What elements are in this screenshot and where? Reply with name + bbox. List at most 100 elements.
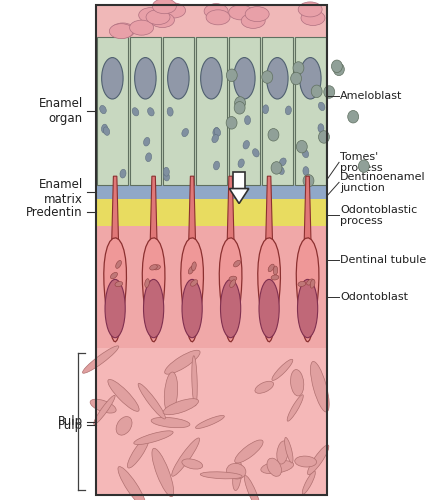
Text: Pulp: Pulp [58, 419, 83, 432]
Ellipse shape [151, 418, 190, 428]
Ellipse shape [267, 58, 288, 99]
Ellipse shape [108, 380, 139, 412]
Ellipse shape [267, 458, 281, 476]
Ellipse shape [252, 148, 259, 157]
Ellipse shape [101, 124, 107, 133]
Ellipse shape [144, 280, 164, 338]
Ellipse shape [310, 362, 329, 412]
Ellipse shape [285, 106, 291, 115]
Bar [295, 37, 326, 185]
Ellipse shape [241, 14, 265, 28]
Ellipse shape [331, 60, 343, 72]
Polygon shape [142, 238, 165, 342]
Ellipse shape [268, 264, 274, 272]
Ellipse shape [201, 58, 222, 99]
Text: Ameloblast: Ameloblast [340, 91, 402, 101]
Ellipse shape [318, 102, 325, 110]
Ellipse shape [115, 282, 123, 286]
Ellipse shape [105, 280, 125, 338]
Ellipse shape [163, 172, 169, 181]
Ellipse shape [298, 282, 306, 286]
Ellipse shape [300, 58, 321, 99]
Ellipse shape [324, 86, 334, 99]
Bar [262, 37, 293, 185]
Ellipse shape [182, 280, 202, 338]
Ellipse shape [290, 370, 304, 396]
Polygon shape [112, 176, 119, 244]
Bar [96, 5, 327, 495]
Ellipse shape [139, 8, 163, 22]
Ellipse shape [277, 166, 284, 174]
Ellipse shape [235, 440, 263, 463]
Ellipse shape [118, 466, 146, 500]
Ellipse shape [302, 471, 315, 494]
Ellipse shape [261, 460, 293, 473]
Ellipse shape [150, 264, 157, 270]
Bar [97, 37, 128, 185]
Ellipse shape [226, 69, 237, 82]
Ellipse shape [273, 266, 278, 275]
Bar [96, 5, 327, 37]
Ellipse shape [310, 280, 315, 288]
Ellipse shape [311, 85, 322, 98]
Ellipse shape [279, 158, 286, 166]
Ellipse shape [206, 10, 230, 25]
Ellipse shape [111, 23, 135, 38]
Bar [96, 37, 327, 185]
Ellipse shape [190, 280, 198, 286]
Ellipse shape [285, 438, 293, 463]
Ellipse shape [262, 71, 273, 84]
Bar [229, 37, 260, 185]
Ellipse shape [120, 170, 126, 178]
Text: Pulp: Pulp [58, 415, 83, 428]
Ellipse shape [296, 140, 307, 153]
Polygon shape [266, 176, 273, 244]
Ellipse shape [116, 260, 121, 268]
Polygon shape [296, 238, 319, 342]
Ellipse shape [334, 63, 344, 76]
Ellipse shape [303, 174, 314, 187]
Ellipse shape [200, 472, 242, 479]
Ellipse shape [146, 10, 170, 24]
Ellipse shape [227, 464, 246, 479]
Ellipse shape [235, 96, 246, 109]
Ellipse shape [172, 438, 200, 476]
Ellipse shape [234, 102, 245, 114]
Ellipse shape [268, 128, 279, 141]
Ellipse shape [163, 168, 169, 176]
Ellipse shape [90, 399, 116, 413]
Ellipse shape [195, 416, 224, 428]
Text: Odontoblast: Odontoblast [340, 292, 408, 302]
Ellipse shape [271, 275, 279, 280]
Ellipse shape [213, 128, 219, 136]
Polygon shape [150, 176, 157, 244]
Text: Enamel
organ: Enamel organ [38, 97, 83, 125]
Text: Enamel
matrix: Enamel matrix [38, 178, 83, 206]
Ellipse shape [192, 356, 197, 406]
Ellipse shape [297, 280, 318, 338]
Ellipse shape [308, 445, 329, 474]
Ellipse shape [150, 12, 174, 28]
Ellipse shape [182, 128, 189, 136]
Ellipse shape [243, 140, 249, 149]
Ellipse shape [135, 58, 156, 99]
Bar [96, 198, 327, 226]
Ellipse shape [220, 280, 241, 338]
Ellipse shape [116, 416, 132, 435]
Text: Tomes'
process: Tomes' process [340, 152, 383, 173]
Ellipse shape [263, 105, 268, 114]
Ellipse shape [245, 6, 269, 22]
Ellipse shape [130, 20, 153, 35]
Ellipse shape [214, 161, 219, 170]
Polygon shape [304, 176, 311, 244]
Ellipse shape [244, 476, 260, 500]
Text: Dentinal tubule: Dentinal tubule [340, 255, 426, 265]
Ellipse shape [165, 350, 200, 374]
Ellipse shape [161, 3, 186, 18]
Ellipse shape [255, 382, 273, 394]
Ellipse shape [348, 110, 359, 123]
Bar [233, 172, 245, 191]
Ellipse shape [318, 130, 330, 143]
Ellipse shape [298, 2, 322, 17]
Ellipse shape [204, 4, 228, 18]
